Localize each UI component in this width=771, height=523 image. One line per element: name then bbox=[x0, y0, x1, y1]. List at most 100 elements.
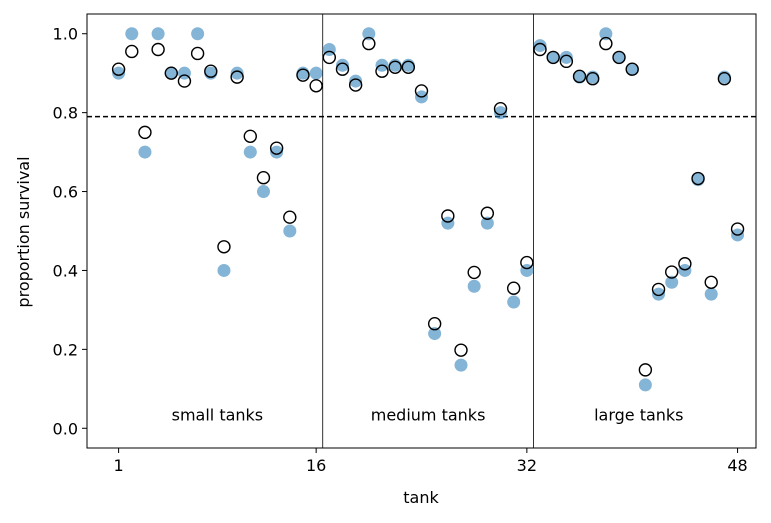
data-point-open bbox=[322, 50, 337, 65]
data-point-filled bbox=[599, 27, 613, 41]
data-point-filled bbox=[138, 145, 152, 159]
data-point-filled bbox=[652, 287, 666, 301]
data-point-open bbox=[138, 125, 152, 140]
data-point-filled bbox=[638, 378, 652, 392]
data-point-filled bbox=[441, 216, 455, 230]
data-point-open bbox=[204, 64, 218, 78]
data-point-open bbox=[506, 281, 521, 295]
data-point-open bbox=[480, 206, 495, 220]
x-tick-label: 32 bbox=[517, 456, 537, 475]
data-point-open bbox=[572, 69, 587, 84]
data-point-open bbox=[520, 255, 534, 270]
data-point-filled bbox=[283, 224, 297, 238]
data-point-filled bbox=[349, 74, 363, 88]
data-point-filled bbox=[494, 106, 508, 120]
data-point-filled bbox=[112, 66, 126, 80]
data-point-filled bbox=[665, 275, 679, 289]
data-point-filled bbox=[480, 216, 494, 230]
data-point-open bbox=[638, 363, 653, 377]
data-point-filled bbox=[164, 66, 178, 80]
x-tick-label: 48 bbox=[727, 456, 747, 475]
data-point-open bbox=[243, 129, 257, 144]
data-point-open bbox=[335, 62, 350, 76]
data-point-open bbox=[717, 72, 732, 86]
data-point-open bbox=[217, 240, 231, 254]
chart-marks bbox=[111, 27, 745, 392]
data-point-open bbox=[599, 36, 613, 51]
data-point-open bbox=[427, 317, 442, 331]
data-point-filled bbox=[270, 145, 284, 159]
data-point-filled bbox=[533, 39, 547, 53]
data-point-open bbox=[388, 60, 402, 74]
data-point-open bbox=[111, 62, 126, 76]
data-point-open bbox=[375, 64, 389, 78]
data-point-open bbox=[190, 46, 205, 61]
axes-frame bbox=[86, 13, 757, 449]
axes: 1 16 32 48 0.0 0.2 0.4 0.6 0.8 1.0 bbox=[53, 13, 757, 475]
plot-area: small tanks medium tanks large tanks bbox=[87, 14, 756, 448]
data-point-open bbox=[454, 343, 468, 357]
data-point-open bbox=[296, 68, 310, 82]
data-point-filled bbox=[256, 185, 270, 199]
data-point-open bbox=[678, 257, 692, 271]
data-point-filled bbox=[507, 295, 521, 309]
data-point-open bbox=[177, 74, 192, 88]
data-point-open bbox=[730, 222, 745, 236]
data-point-open bbox=[691, 171, 705, 186]
data-point-open bbox=[625, 62, 639, 76]
group-label: medium tanks bbox=[371, 405, 486, 424]
y-tick-label: 0.8 bbox=[53, 104, 78, 123]
data-point-filled bbox=[217, 263, 231, 277]
data-point-open bbox=[651, 282, 666, 297]
data-point-filled bbox=[151, 27, 165, 41]
data-point-open bbox=[414, 84, 429, 98]
data-point-filled bbox=[454, 358, 468, 372]
data-point-open bbox=[151, 42, 165, 57]
x-axis-label: tank bbox=[403, 488, 439, 507]
y-tick-label: 0.2 bbox=[53, 340, 78, 359]
y-tick-label: 0.4 bbox=[53, 261, 78, 280]
data-point-filled bbox=[428, 327, 442, 341]
y-tick-label: 0.0 bbox=[53, 419, 78, 438]
group-label: large tanks bbox=[594, 405, 683, 424]
y-axis-label: proportion survival bbox=[14, 156, 33, 307]
data-point-open bbox=[441, 209, 455, 223]
data-point-filled bbox=[467, 279, 481, 293]
data-point-open bbox=[533, 42, 547, 57]
data-point-open bbox=[401, 60, 416, 74]
data-point-filled bbox=[559, 50, 573, 64]
data-point-open bbox=[269, 141, 284, 155]
data-point-filled bbox=[309, 66, 323, 80]
data-point-filled bbox=[243, 145, 257, 159]
data-point-open bbox=[546, 50, 560, 65]
y-tick-label: 1.0 bbox=[53, 25, 78, 44]
data-point-filled bbox=[612, 50, 626, 64]
data-point-filled bbox=[546, 50, 560, 64]
data-point-open bbox=[230, 70, 244, 84]
data-point-open bbox=[125, 44, 139, 59]
data-point-filled bbox=[362, 27, 376, 41]
data-point-open bbox=[559, 54, 574, 69]
data-point-filled bbox=[230, 66, 244, 80]
data-point-open bbox=[586, 72, 600, 86]
data-point-open bbox=[309, 79, 323, 93]
y-tick-label: 0.6 bbox=[53, 183, 78, 202]
data-point-open bbox=[493, 101, 508, 116]
data-point-open bbox=[348, 78, 363, 92]
data-point-open bbox=[704, 275, 718, 289]
data-point-filled bbox=[625, 62, 639, 76]
data-point-open bbox=[283, 210, 297, 224]
data-point-filled bbox=[704, 287, 718, 301]
data-point-open bbox=[256, 171, 271, 185]
data-point-open bbox=[362, 36, 376, 51]
data-point-filled bbox=[125, 27, 139, 41]
data-point-filled bbox=[191, 27, 205, 41]
group-label: small tanks bbox=[172, 405, 264, 424]
x-tick-label: 16 bbox=[306, 456, 326, 475]
data-point-open bbox=[612, 50, 626, 65]
data-point-filled bbox=[335, 58, 349, 72]
data-point-open bbox=[665, 265, 679, 279]
data-point-open bbox=[164, 66, 178, 80]
data-point-filled bbox=[573, 70, 587, 84]
